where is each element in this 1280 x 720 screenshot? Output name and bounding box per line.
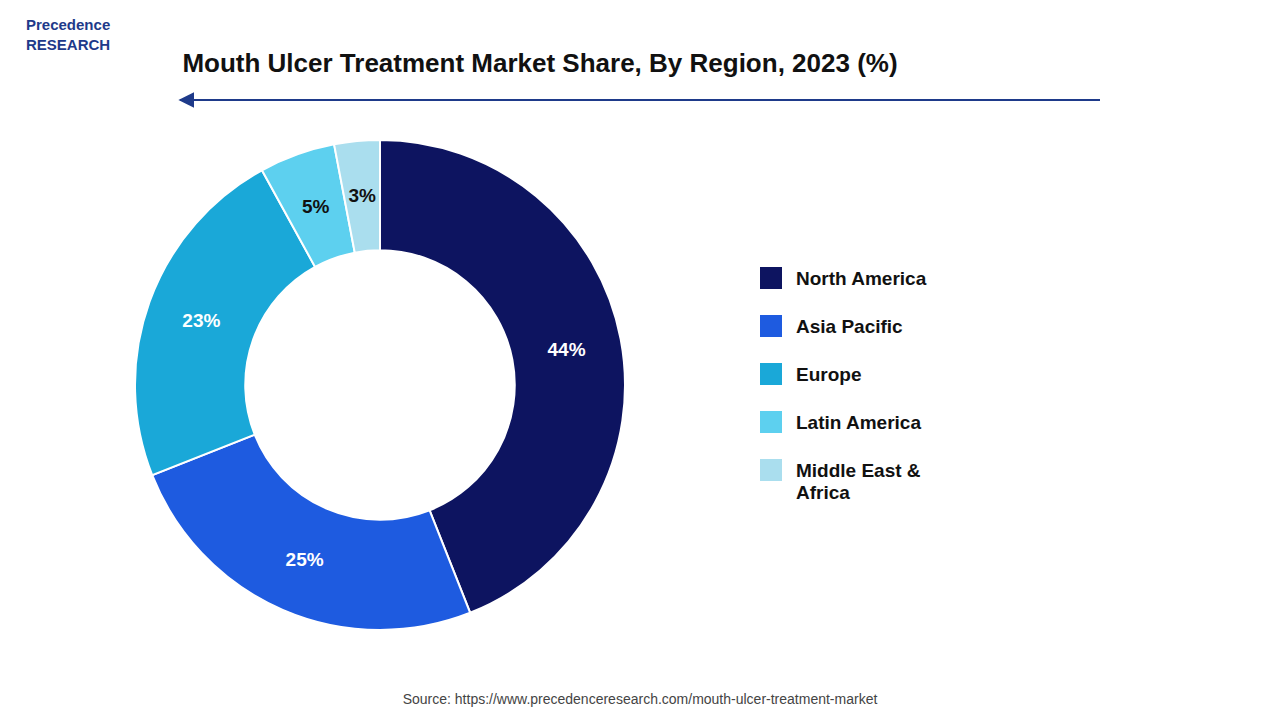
data-label: 5% (302, 196, 330, 217)
legend-item: Europe (760, 363, 861, 385)
legend-label: Latin America (796, 412, 921, 433)
data-labels: 44% 25% 23% 5% 3% (182, 185, 585, 569)
chart: Precedence RESEARCH Mouth Ulcer Treatment … (0, 0, 1280, 720)
legend-label: North America (796, 268, 927, 289)
slice (152, 435, 470, 630)
slice (334, 140, 380, 253)
legend-item: Asia Pacific (760, 315, 903, 337)
legend-swatch (760, 315, 782, 337)
text-line: Europe (796, 364, 861, 385)
data-label: 44% (547, 339, 585, 360)
title-arrow (180, 99, 1100, 101)
source-text: Source: https://www.precedenceresearch.c… (403, 691, 878, 707)
legend-label: Middle East &Africa (796, 460, 921, 503)
legend-item: Latin America (760, 411, 921, 433)
legend-label: Europe (796, 364, 861, 385)
legend-swatch (760, 459, 782, 481)
legend-label: Asia Pacific (796, 316, 903, 337)
legend-swatch (760, 267, 782, 289)
title: Mouth Ulcer Treatment Market Share, By R… (182, 48, 897, 78)
legend: North America Asia Pacific Europe Latin Ame… (760, 267, 927, 503)
legend-item: Middle East &Africa (760, 459, 921, 503)
text-line: North America (796, 268, 927, 289)
text-line: Precedence (26, 16, 110, 33)
data-label: 25% (286, 549, 324, 570)
text-line: Asia Pacific (796, 316, 903, 337)
legend-swatch (760, 363, 782, 385)
data-label: 3% (348, 185, 376, 206)
text-line: RESEARCH (26, 36, 110, 53)
logo-text: Precedence RESEARCH (26, 16, 110, 53)
legend-swatch (760, 411, 782, 433)
legend-item: North America (760, 267, 927, 289)
data-label: 23% (182, 310, 220, 331)
text-line: Africa (796, 482, 850, 503)
text-line: Latin America (796, 412, 921, 433)
donut (135, 140, 625, 630)
text-line: Middle East & (796, 460, 921, 481)
